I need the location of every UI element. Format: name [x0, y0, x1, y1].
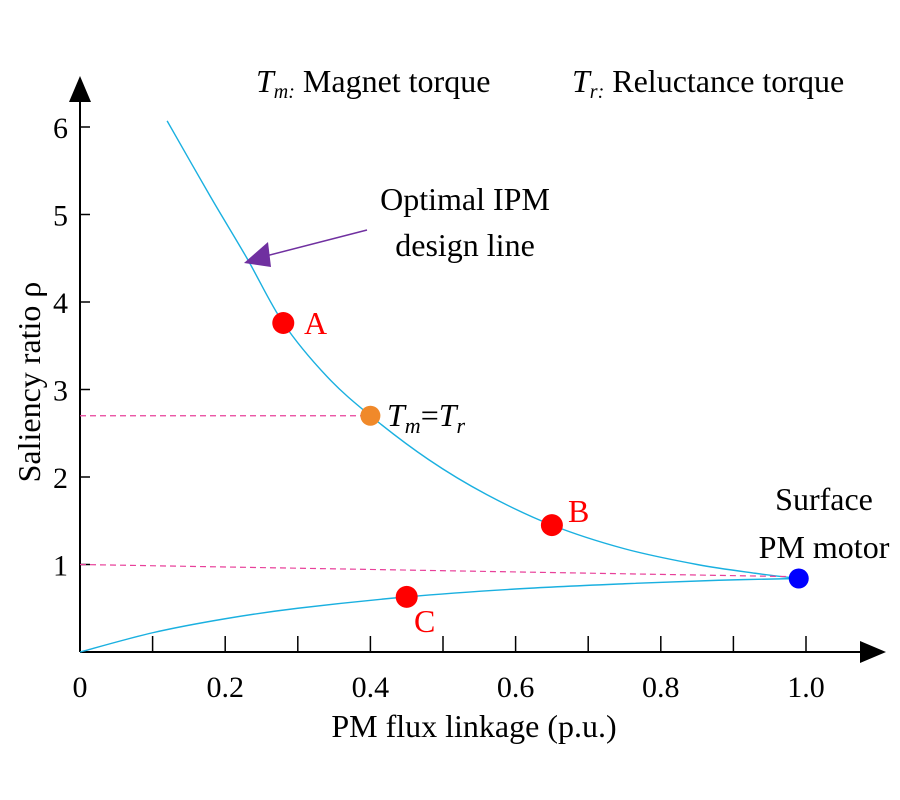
x-tick-label: 0.6: [497, 671, 535, 704]
tm-sub: m: [405, 413, 421, 438]
marker-point-4: [788, 568, 809, 589]
marker-label-b: B: [568, 493, 589, 529]
y-tick-label: 4: [53, 287, 68, 320]
annotation-arrow-head: [244, 242, 271, 267]
x-axis-arrow: [860, 641, 886, 663]
marker-label-a: A: [304, 305, 327, 341]
legend-text-magnet: Magnet torque: [303, 63, 491, 99]
legend-entry-reluctance: Tr: Reluctance torque: [572, 63, 844, 103]
y-ticks: 1 2 3 4 5 6: [53, 112, 90, 583]
markers-layer: [272, 312, 809, 608]
surface-pm-line2: PM motor: [759, 529, 890, 565]
series-line-3: [79, 563, 799, 578]
y-axis-label: Saliency ratio ρ: [11, 282, 47, 483]
annotation-tm-eq-tr: Tm=Tr: [387, 397, 466, 438]
axes: 0 0.2 0.4 0.6 0.8 1.0 1 2 3 4 5 6: [53, 76, 886, 704]
eq-sign: =: [421, 397, 439, 433]
marker-label-c: C: [414, 603, 435, 639]
tr-sub: r: [457, 413, 466, 438]
tr-symbol: T: [439, 397, 459, 433]
tm-symbol: T: [387, 397, 407, 433]
x-axis-label: PM flux linkage (p.u.): [331, 708, 616, 744]
y-tick-label: 6: [53, 112, 68, 145]
x-tick-label: 0.8: [642, 671, 680, 704]
annotation-text-line2: design line: [395, 227, 535, 263]
series-line-1: [79, 577, 799, 653]
x-tick-label: 0: [73, 671, 88, 704]
x-ticks: 0 0.2 0.4 0.6 0.8 1.0: [73, 636, 825, 704]
y-tick-label: 5: [53, 200, 68, 233]
y-axis-arrow: [69, 76, 91, 102]
legend-entry-magnet: Tm: Magnet torque: [256, 63, 490, 103]
surface-pm-line1: Surface: [775, 481, 873, 517]
x-tick-label: 1.0: [787, 671, 825, 704]
y-tick-label: 3: [53, 375, 68, 408]
marker-point-3: [360, 405, 381, 426]
marker-point-1: [540, 514, 563, 537]
legend-text-reluctance: Reluctance torque: [612, 63, 844, 99]
y-tick-label: 1: [53, 550, 68, 583]
legend-symbol-tr: T: [572, 63, 592, 99]
annotation-arrow-line: [261, 229, 368, 258]
marker-point-0: [272, 312, 295, 334]
legend-sub-tr: r:: [590, 81, 604, 103]
x-tick-label: 0.2: [206, 671, 244, 704]
y-tick-label: 2: [53, 462, 68, 495]
annotation-optimal-ipm: Optimal IPM design line: [244, 181, 550, 267]
x-tick-label: 0.4: [352, 671, 390, 704]
annotation-text-line1: Optimal IPM: [380, 181, 550, 217]
legend: Tm: Magnet torque Tr: Reluctance torque: [256, 63, 844, 103]
marker-point-2: [395, 585, 418, 608]
annotation-surface-pm: Surface PM motor: [759, 481, 890, 565]
legend-symbol-tm: T: [256, 63, 276, 99]
legend-sub-tm: m:: [274, 81, 295, 103]
series-line-0: [166, 120, 799, 580]
